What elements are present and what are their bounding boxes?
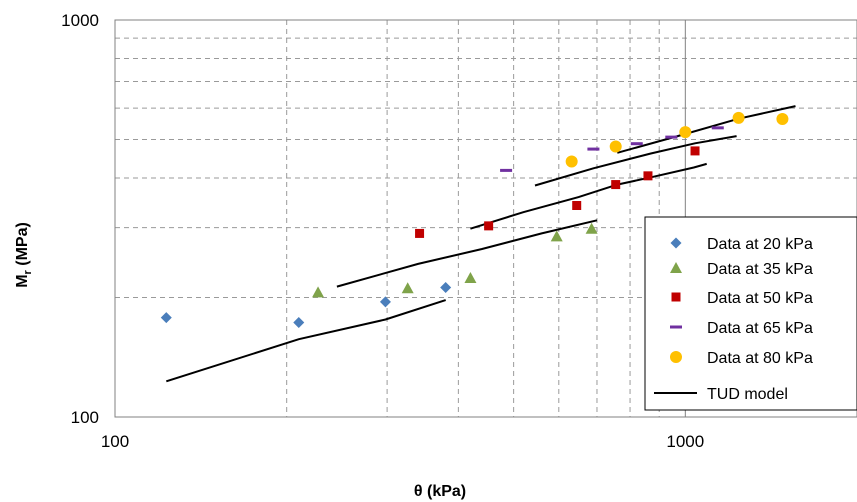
legend-item: Data at 80 kPa bbox=[670, 350, 813, 367]
legend-label: Data at 80 kPa bbox=[707, 350, 813, 367]
data-point-series-2 bbox=[415, 228, 425, 238]
tick-labels: 100 1000 100 1000 bbox=[61, 11, 704, 451]
legend-item: Data at 50 kPa bbox=[671, 290, 813, 307]
legend-label: TUD model bbox=[707, 386, 788, 403]
x-tick-label: 100 bbox=[101, 432, 129, 451]
data-point-series-2 bbox=[611, 180, 621, 190]
data-point-series-3 bbox=[711, 126, 724, 130]
data-point-series-0 bbox=[440, 281, 452, 293]
legend-item: Data at 65 kPa bbox=[670, 320, 813, 337]
data-markers bbox=[160, 111, 789, 328]
legend-swatch bbox=[671, 292, 681, 302]
legend-swatch bbox=[670, 325, 682, 329]
data-point-series-1 bbox=[550, 230, 563, 242]
data-point-series-4 bbox=[565, 155, 578, 168]
data-point-series-2 bbox=[643, 171, 653, 181]
plot-frame bbox=[114, 19, 857, 418]
data-point-series-2 bbox=[690, 146, 700, 156]
tud-model-line bbox=[165, 299, 447, 383]
legend-label: Data at 50 kPa bbox=[707, 290, 813, 307]
data-point-series-0 bbox=[379, 296, 391, 308]
x-axis-title: θ (kPa) bbox=[414, 483, 466, 500]
tud-model-line bbox=[617, 105, 796, 154]
y-tick-label: 1000 bbox=[61, 11, 99, 30]
legend-item: Data at 35 kPa bbox=[670, 261, 813, 278]
data-point-series-4 bbox=[776, 113, 789, 126]
data-point-series-3 bbox=[665, 135, 678, 139]
legend-label: Data at 35 kPa bbox=[707, 261, 813, 278]
data-point-series-0 bbox=[293, 316, 305, 328]
legend-label: Data at 65 kPa bbox=[707, 320, 813, 337]
legend-swatch bbox=[670, 237, 682, 249]
legend-item: TUD model bbox=[654, 386, 788, 403]
y-axis-title: Mr (MPa) bbox=[14, 222, 34, 288]
data-point-series-1 bbox=[464, 271, 477, 283]
x-tick-label: 1000 bbox=[666, 432, 704, 451]
data-point-series-4 bbox=[609, 140, 622, 153]
tud-model-line bbox=[336, 219, 598, 288]
data-point-series-0 bbox=[160, 312, 172, 324]
legend: Data at 20 kPa Data at 35 kPa Data at 50 k… bbox=[644, 216, 857, 411]
data-point-series-1 bbox=[585, 222, 598, 234]
y-axis-title-unit: (MPa) bbox=[14, 222, 31, 270]
y-axis-title-main: M bbox=[14, 274, 31, 287]
data-point-series-1 bbox=[312, 286, 325, 298]
data-point-series-3 bbox=[587, 147, 600, 151]
data-point-series-1 bbox=[401, 282, 414, 294]
data-point-series-2 bbox=[484, 221, 494, 231]
data-point-series-3 bbox=[630, 142, 643, 146]
tud-model-line bbox=[534, 135, 737, 187]
legend-swatch bbox=[670, 262, 682, 273]
legend-swatch bbox=[670, 351, 682, 363]
data-point-series-4 bbox=[732, 111, 745, 124]
y-tick-label: 100 bbox=[71, 408, 99, 427]
legend-item: Data at 20 kPa bbox=[670, 236, 813, 253]
data-point-series-4 bbox=[679, 126, 692, 139]
legend-box bbox=[644, 216, 857, 411]
y-axis-title-sub: r bbox=[22, 269, 34, 274]
legend-label: Data at 20 kPa bbox=[707, 236, 813, 253]
data-point-series-3 bbox=[500, 168, 513, 172]
data-point-series-2 bbox=[572, 200, 582, 210]
